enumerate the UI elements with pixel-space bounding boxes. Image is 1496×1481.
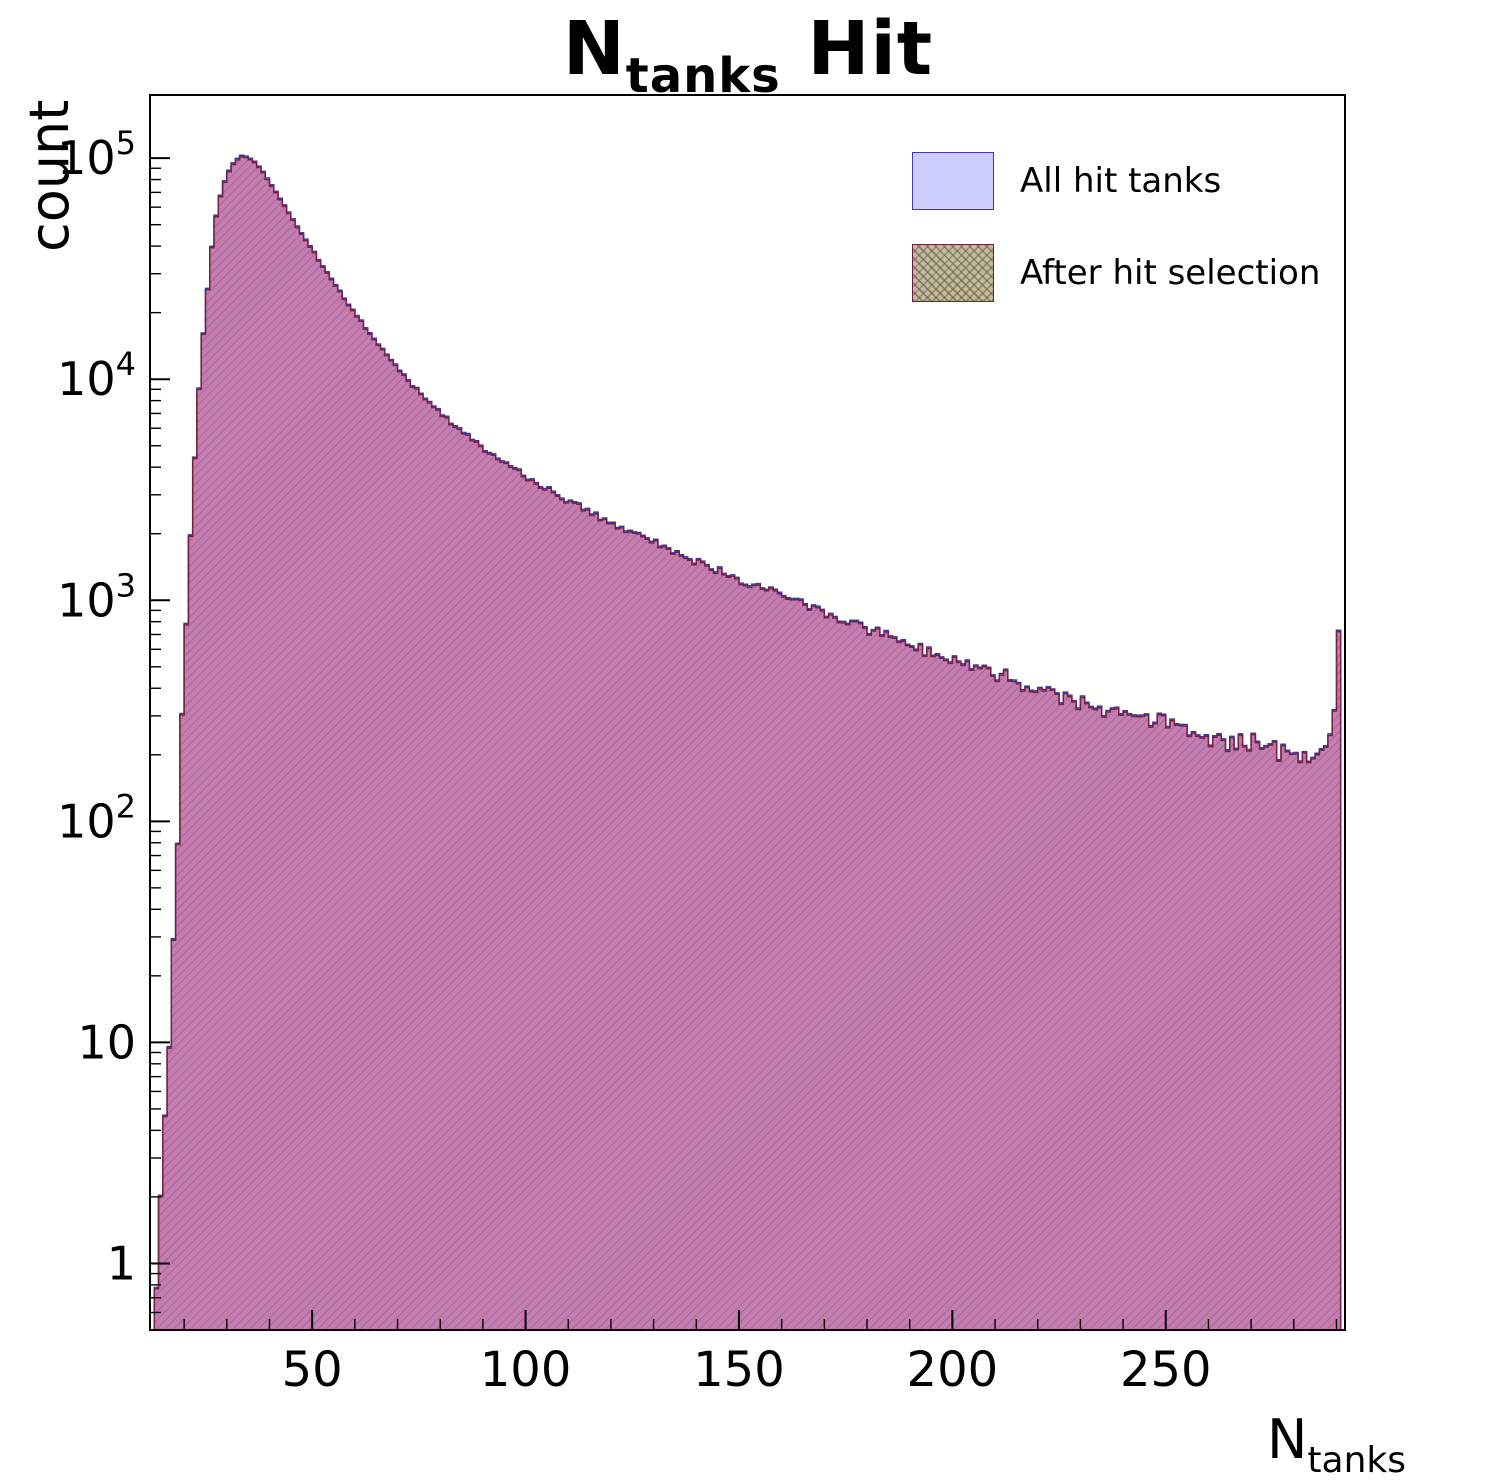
legend-swatch-all-hit-tanks — [912, 152, 994, 210]
y-tick-label: 105 — [57, 124, 136, 185]
y-tick-label: 104 — [57, 345, 136, 406]
legend-swatch-after-hit-selection — [912, 244, 994, 302]
x-tick-label: 50 — [282, 1342, 343, 1398]
legend-item-after-hit-selection: After hit selection — [912, 244, 1332, 302]
legend-item-all-hit-tanks: All hit tanks — [912, 152, 1332, 210]
y-tick-label: 1 — [107, 1236, 136, 1290]
legend: All hit tanks After hit selection — [912, 152, 1332, 302]
histogram-series-after-hit-selection — [153, 155, 1342, 1331]
plot-frame — [149, 94, 1346, 1331]
y-axis-title: count — [18, 99, 81, 252]
y-tick-label: 10 — [77, 1015, 136, 1069]
legend-label: All hit tanks — [1020, 161, 1222, 201]
y-tick-label: 102 — [57, 787, 136, 848]
x-axis-title: Ntanks — [1266, 1408, 1406, 1481]
x-tick-label: 100 — [480, 1342, 572, 1398]
axes: 1 10 102 103 104 105 50 100 150 200 250 — [57, 124, 1338, 1398]
chart-title: Ntanks Hit — [562, 6, 934, 104]
x-tick-label: 250 — [1120, 1342, 1212, 1398]
x-tick-label: 200 — [907, 1342, 999, 1398]
x-tick-label: 150 — [693, 1342, 785, 1398]
y-tick-label: 103 — [57, 566, 136, 627]
legend-label: After hit selection — [1020, 253, 1321, 293]
